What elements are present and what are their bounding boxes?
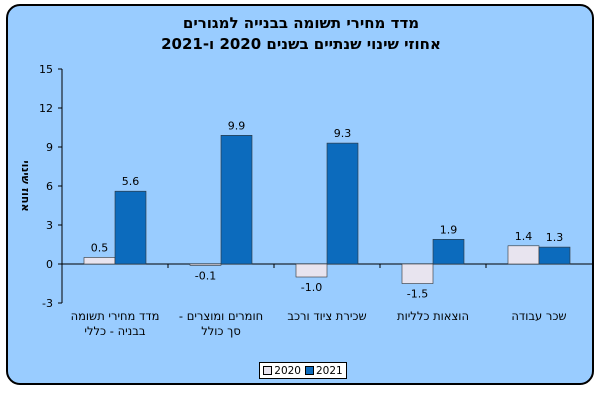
data-label-2021-0: 5.6: [122, 175, 140, 188]
chart-frame: [6, 4, 594, 385]
data-label-2021-3: 1.9: [440, 223, 458, 236]
legend-label-2020: 2020: [274, 364, 301, 377]
x-category-label: שכר עבודה: [511, 309, 566, 323]
y-tick-label: -3: [42, 297, 53, 310]
x-category-label: מדד מחירי תשומה: [71, 309, 160, 323]
y-tick-label: 6: [46, 180, 53, 193]
data-label-2021-2: 9.3: [334, 127, 352, 140]
x-category-label: חומרים ומוצרים -: [179, 309, 263, 323]
bar-2021-1: [220, 135, 253, 265]
data-label-2021-4: 1.3: [546, 231, 564, 244]
legend-item-2020: 2020: [263, 365, 301, 377]
chart-title: מדד מחירי תשומה בבנייה למגורים: [182, 14, 420, 32]
data-label-2020-1: -0.1: [195, 269, 216, 282]
bar-2020-1: [189, 263, 222, 266]
data-label-2020-2: -1.0: [301, 281, 322, 294]
y-axis-title: אחוז שינוי: [19, 160, 32, 211]
bar-2021-0: [114, 190, 147, 265]
bar-2020-3: [401, 263, 434, 284]
bar-2021-3: [432, 239, 465, 265]
x-category-label: בבניה - כללי: [84, 324, 146, 338]
x-category-label: הוצאות כלליות: [397, 309, 469, 323]
y-tick-label: 9: [46, 141, 53, 154]
legend-swatch-2020: [263, 366, 273, 375]
data-label-2021-1: 9.9: [228, 119, 246, 132]
bar-2020-4: [507, 245, 540, 265]
y-tick-label: 12: [39, 102, 53, 115]
legend-label-2021: 2021: [316, 364, 343, 377]
y-tick-label: 3: [46, 219, 53, 232]
chart-legend: 2020 2021: [259, 362, 347, 379]
y-tick-label: 15: [39, 63, 53, 76]
bar-2020-0: [83, 257, 116, 265]
data-label-2020-4: 1.4: [515, 230, 533, 243]
bar-2021-2: [326, 142, 359, 265]
data-label-2020-0: 0.5: [91, 242, 109, 255]
y-tick-label: 0: [46, 258, 53, 271]
legend-item-2021: 2021: [305, 365, 343, 377]
chart-subtitle: אחוזי שינוי שנתיים בשנים 2020 ו-2021: [161, 35, 441, 53]
bar-2021-4: [538, 246, 571, 265]
data-label-2020-3: -1.5: [407, 288, 428, 301]
x-category-label: סך כולל: [201, 324, 241, 338]
legend-swatch-2021: [305, 366, 314, 375]
bar-2020-2: [295, 263, 328, 278]
x-category-label: שכירת ציוד ורכב: [287, 309, 366, 323]
